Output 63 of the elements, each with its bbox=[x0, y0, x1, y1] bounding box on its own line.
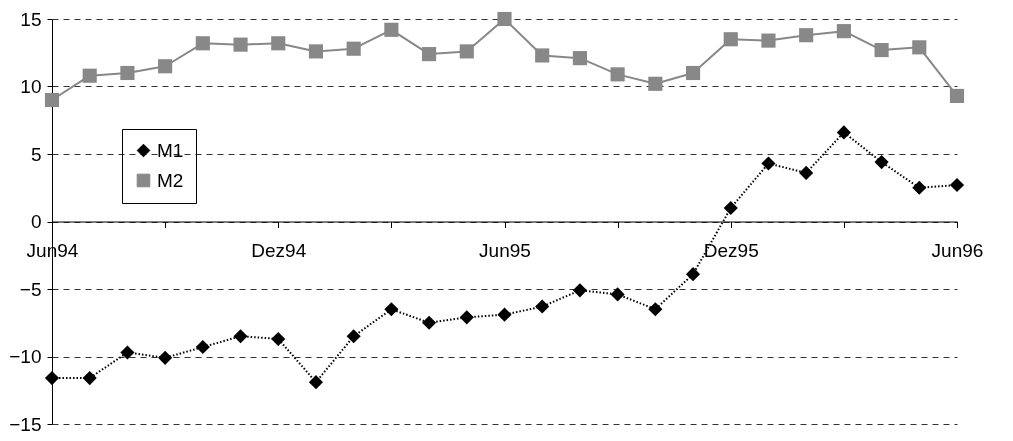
point bbox=[44, 92, 60, 108]
x-tick-label: Dez95 bbox=[703, 240, 759, 261]
point bbox=[346, 329, 361, 344]
point bbox=[44, 371, 60, 386]
point bbox=[685, 65, 701, 81]
point bbox=[82, 68, 97, 83]
point bbox=[195, 339, 210, 355]
point bbox=[459, 310, 474, 325]
point bbox=[836, 125, 851, 140]
legend-label: M1 bbox=[157, 139, 184, 161]
point bbox=[271, 331, 286, 347]
point bbox=[685, 267, 701, 282]
point bbox=[874, 155, 889, 170]
point bbox=[761, 156, 776, 171]
point bbox=[723, 32, 738, 47]
point bbox=[422, 315, 437, 330]
point bbox=[346, 41, 361, 56]
point bbox=[308, 44, 324, 59]
point bbox=[459, 44, 474, 59]
y-tick-label: −10 bbox=[9, 346, 42, 367]
point bbox=[195, 36, 210, 51]
point bbox=[761, 33, 776, 48]
point bbox=[535, 299, 550, 314]
point bbox=[497, 307, 512, 322]
y-tick-label: 0 bbox=[30, 211, 42, 232]
point bbox=[912, 180, 927, 195]
point bbox=[610, 287, 625, 302]
y-tick-label: 5 bbox=[30, 143, 42, 165]
point bbox=[799, 165, 814, 180]
point bbox=[271, 36, 286, 51]
point bbox=[384, 22, 399, 37]
point bbox=[120, 345, 135, 360]
point bbox=[610, 67, 625, 82]
y-tick-label: −5 bbox=[19, 278, 42, 300]
x-tick-label: Jun96 bbox=[931, 240, 984, 261]
y-tick-label: −15 bbox=[9, 413, 42, 435]
point bbox=[422, 47, 437, 62]
point bbox=[308, 375, 324, 390]
point bbox=[535, 48, 550, 63]
x-tick-label: Jun95 bbox=[479, 240, 531, 261]
point bbox=[120, 65, 135, 81]
point bbox=[648, 76, 663, 91]
y-tick-label: 10 bbox=[20, 76, 42, 97]
point bbox=[874, 42, 889, 58]
point bbox=[949, 177, 965, 193]
point bbox=[572, 51, 587, 66]
point bbox=[233, 37, 248, 52]
point bbox=[572, 283, 587, 298]
point bbox=[799, 28, 814, 43]
point bbox=[648, 302, 663, 317]
y-tick-label: 15 bbox=[20, 8, 42, 30]
legend-label: M2 bbox=[157, 169, 184, 191]
point bbox=[82, 371, 97, 386]
x-tick-label: Dez94 bbox=[251, 240, 307, 261]
point bbox=[949, 88, 965, 104]
point bbox=[497, 11, 512, 27]
point bbox=[158, 350, 173, 365]
point bbox=[158, 59, 173, 74]
point bbox=[233, 329, 248, 344]
point bbox=[836, 24, 851, 39]
point bbox=[384, 302, 399, 317]
point bbox=[723, 200, 738, 216]
point bbox=[912, 40, 927, 55]
